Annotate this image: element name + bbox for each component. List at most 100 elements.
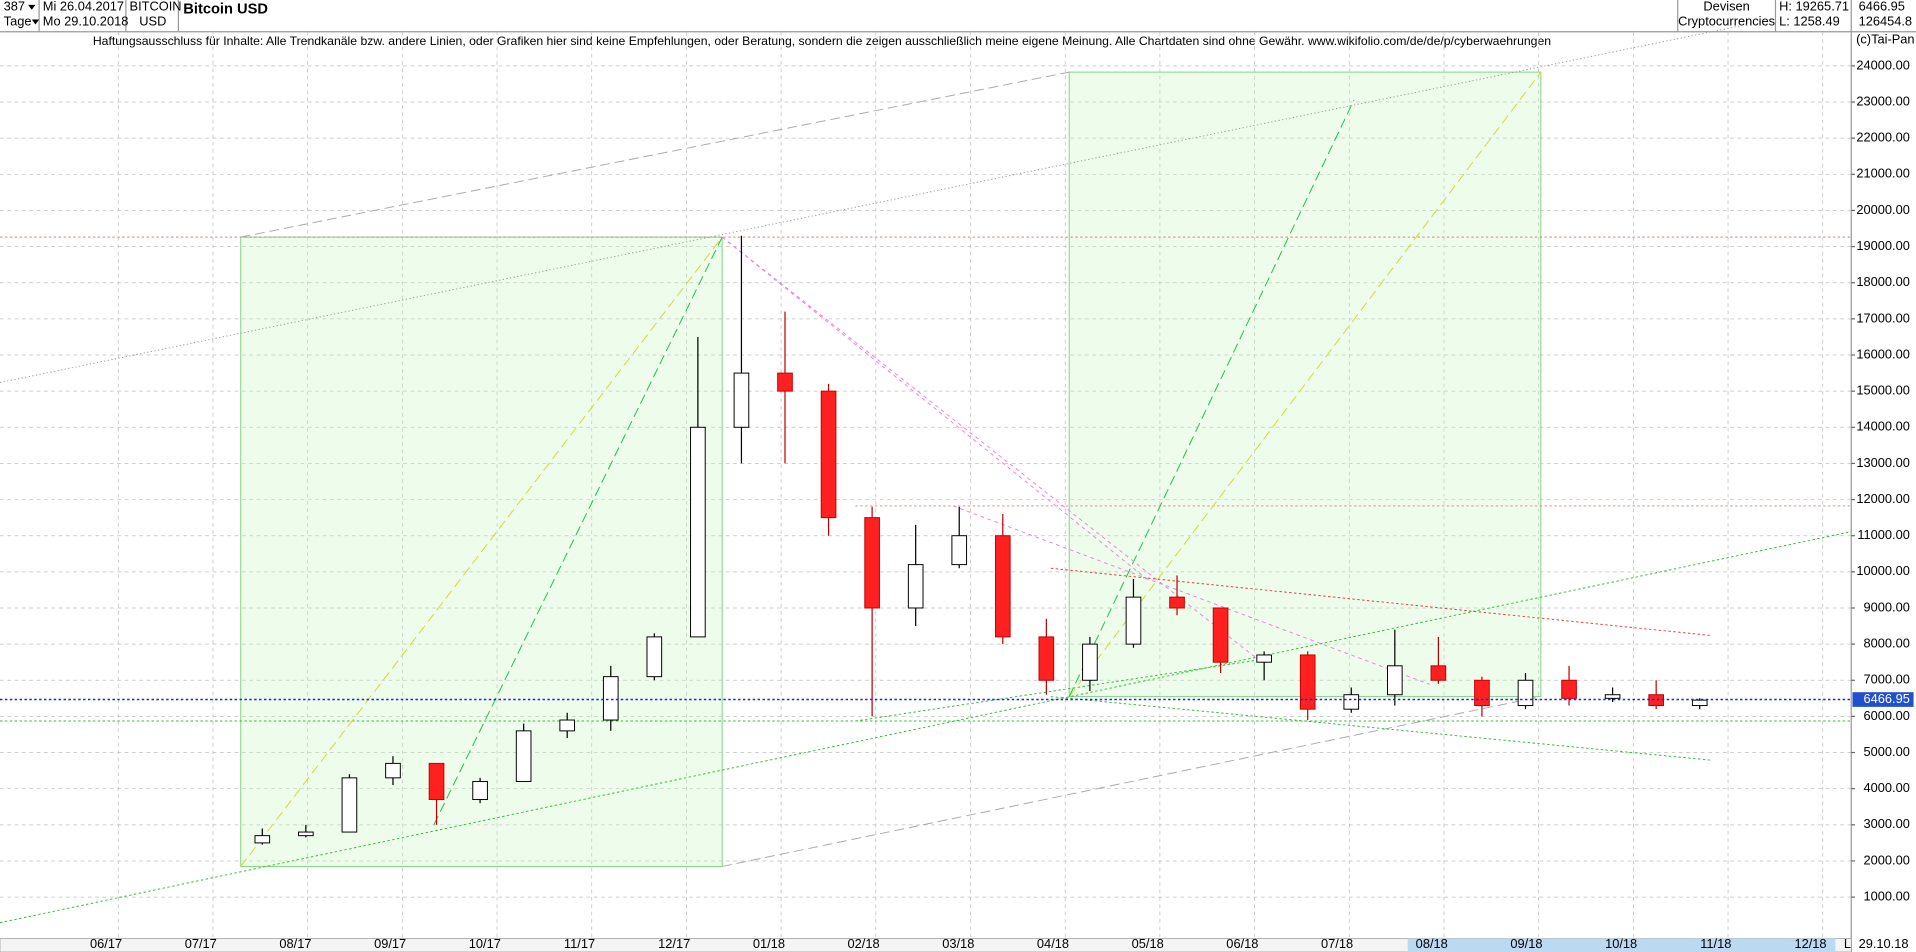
chart-title: Bitcoin USD xyxy=(183,2,268,18)
x-tick-label: 09/18 xyxy=(1510,936,1542,951)
y-tick-label: 17000.00 xyxy=(1856,310,1910,325)
y-tick-label: 18000.00 xyxy=(1856,274,1910,289)
x-tick-label: 10/18 xyxy=(1605,936,1637,951)
candle-body xyxy=(385,762,401,779)
candle-body xyxy=(1561,679,1577,699)
x-tick-label: 10/17 xyxy=(469,936,501,951)
candle-body xyxy=(1038,636,1055,681)
candle-body xyxy=(951,535,968,566)
x-tick-label: 08/18 xyxy=(1416,936,1448,951)
candle-body xyxy=(1299,654,1316,710)
high: H: 19265.71 xyxy=(1779,0,1849,14)
x-tick-label: 09/17 xyxy=(374,936,406,951)
low: L: 1258.49 xyxy=(1779,13,1840,28)
trend-line xyxy=(722,696,1541,867)
copyright: (c)Tai-Pan xyxy=(1856,32,1914,47)
dropdown-arrows[interactable] xyxy=(28,4,40,25)
x-tick-label: 06/17 xyxy=(90,936,122,951)
x-tick-label: 03/18 xyxy=(942,936,974,951)
trend-line xyxy=(240,236,723,867)
candle-body xyxy=(1169,596,1185,609)
candle-body xyxy=(733,372,750,428)
y-tick-label: 1000.00 xyxy=(1864,888,1910,903)
candle-body xyxy=(515,730,532,782)
y-tick-label: 8000.00 xyxy=(1864,636,1910,651)
x-tick-label: 04/18 xyxy=(1037,936,1069,951)
last-price-tag xyxy=(1852,692,1914,707)
y-tick-label: 19000.00 xyxy=(1856,238,1910,253)
candle-body xyxy=(777,372,793,392)
candle-body xyxy=(907,564,924,609)
candle-body xyxy=(1343,694,1360,710)
candle-body xyxy=(646,636,663,678)
x-tick-label: 11/18 xyxy=(1700,936,1731,951)
trend-line xyxy=(1050,696,1711,761)
y-tick-label: 12000.00 xyxy=(1856,491,1910,506)
y-tick-label: 5000.00 xyxy=(1864,744,1910,759)
y-tick-label: 9000.00 xyxy=(1864,599,1910,614)
symbol: BITCOIN xyxy=(130,0,182,14)
currency: USD xyxy=(139,13,166,28)
candle-body xyxy=(428,762,445,801)
candle-body xyxy=(690,426,706,638)
candle-body xyxy=(559,719,576,732)
candle-body xyxy=(1517,679,1534,707)
grid xyxy=(0,31,1852,939)
y-tick-label: 2000.00 xyxy=(1864,852,1910,867)
candle-body xyxy=(1430,665,1447,681)
date-from: Mi 26.04.2017 xyxy=(43,0,124,14)
x-tick-label: 07/18 xyxy=(1321,936,1353,951)
candle-body xyxy=(1648,694,1664,707)
header-bar xyxy=(0,0,1916,32)
count[interactable]: 387 xyxy=(4,0,25,14)
candle-body xyxy=(1212,607,1229,663)
candle-body xyxy=(341,777,358,833)
trend-line xyxy=(433,236,723,826)
y-tick-label: 14000.00 xyxy=(1856,419,1910,434)
y-tick-label: 4000.00 xyxy=(1864,780,1910,795)
last-price-label: 6466.95 xyxy=(1864,691,1910,706)
drawings xyxy=(0,23,1852,924)
candle-body xyxy=(602,676,619,721)
subtitle: Haftungsausschluss für Inhalte: Alle Tre… xyxy=(93,34,1551,48)
candle-body xyxy=(254,835,271,844)
x-tick-label: 07/17 xyxy=(185,936,217,951)
visible-range[interactable] xyxy=(1407,938,1836,952)
x-tick-label: 11/17 xyxy=(564,936,595,951)
y-tick-label: 22000.00 xyxy=(1856,130,1910,145)
y-tick-label: 3000.00 xyxy=(1864,816,1910,831)
candle-body xyxy=(1082,643,1098,681)
interval[interactable]: Tage xyxy=(4,13,32,28)
date-to: Mo 29.10.2018 xyxy=(43,13,129,28)
last-price: 6466.95 xyxy=(1859,0,1905,14)
candle-body xyxy=(472,780,488,801)
trend-line xyxy=(1050,567,1711,636)
y-tick-label: 13000.00 xyxy=(1856,455,1910,470)
candle-body xyxy=(298,831,314,837)
trend-line xyxy=(721,236,1149,581)
y-tick-label: 16000.00 xyxy=(1856,346,1910,361)
candle-body xyxy=(1691,699,1708,707)
x-tick-label: 05/18 xyxy=(1132,936,1164,951)
x-tick-label: 08/17 xyxy=(279,936,311,951)
end-date: 29.10.18 xyxy=(1859,936,1909,951)
y-tick-label: 21000.00 xyxy=(1856,166,1910,181)
volume: 126454.8 xyxy=(1859,13,1913,28)
y-tick-label: 11000.00 xyxy=(1857,527,1910,542)
candle-body xyxy=(1125,596,1142,645)
y-tick-label: 20000.00 xyxy=(1856,202,1910,217)
y-tick-label: 10000.00 xyxy=(1856,563,1910,578)
y-tick-label: 23000.00 xyxy=(1856,93,1910,108)
scale-mode[interactable]: L xyxy=(1844,936,1851,951)
y-tick-label: 24000.00 xyxy=(1856,57,1910,72)
group: Cryptocurrencies xyxy=(1678,13,1775,28)
trend-line xyxy=(0,23,1748,383)
trend-line xyxy=(1068,71,1542,697)
x-tick-label: 01/18 xyxy=(753,936,785,951)
candle-body xyxy=(1474,679,1490,707)
trend-line xyxy=(1068,99,1355,697)
candle-body xyxy=(1256,654,1272,663)
x-tick-label: 12/18 xyxy=(1794,936,1826,951)
